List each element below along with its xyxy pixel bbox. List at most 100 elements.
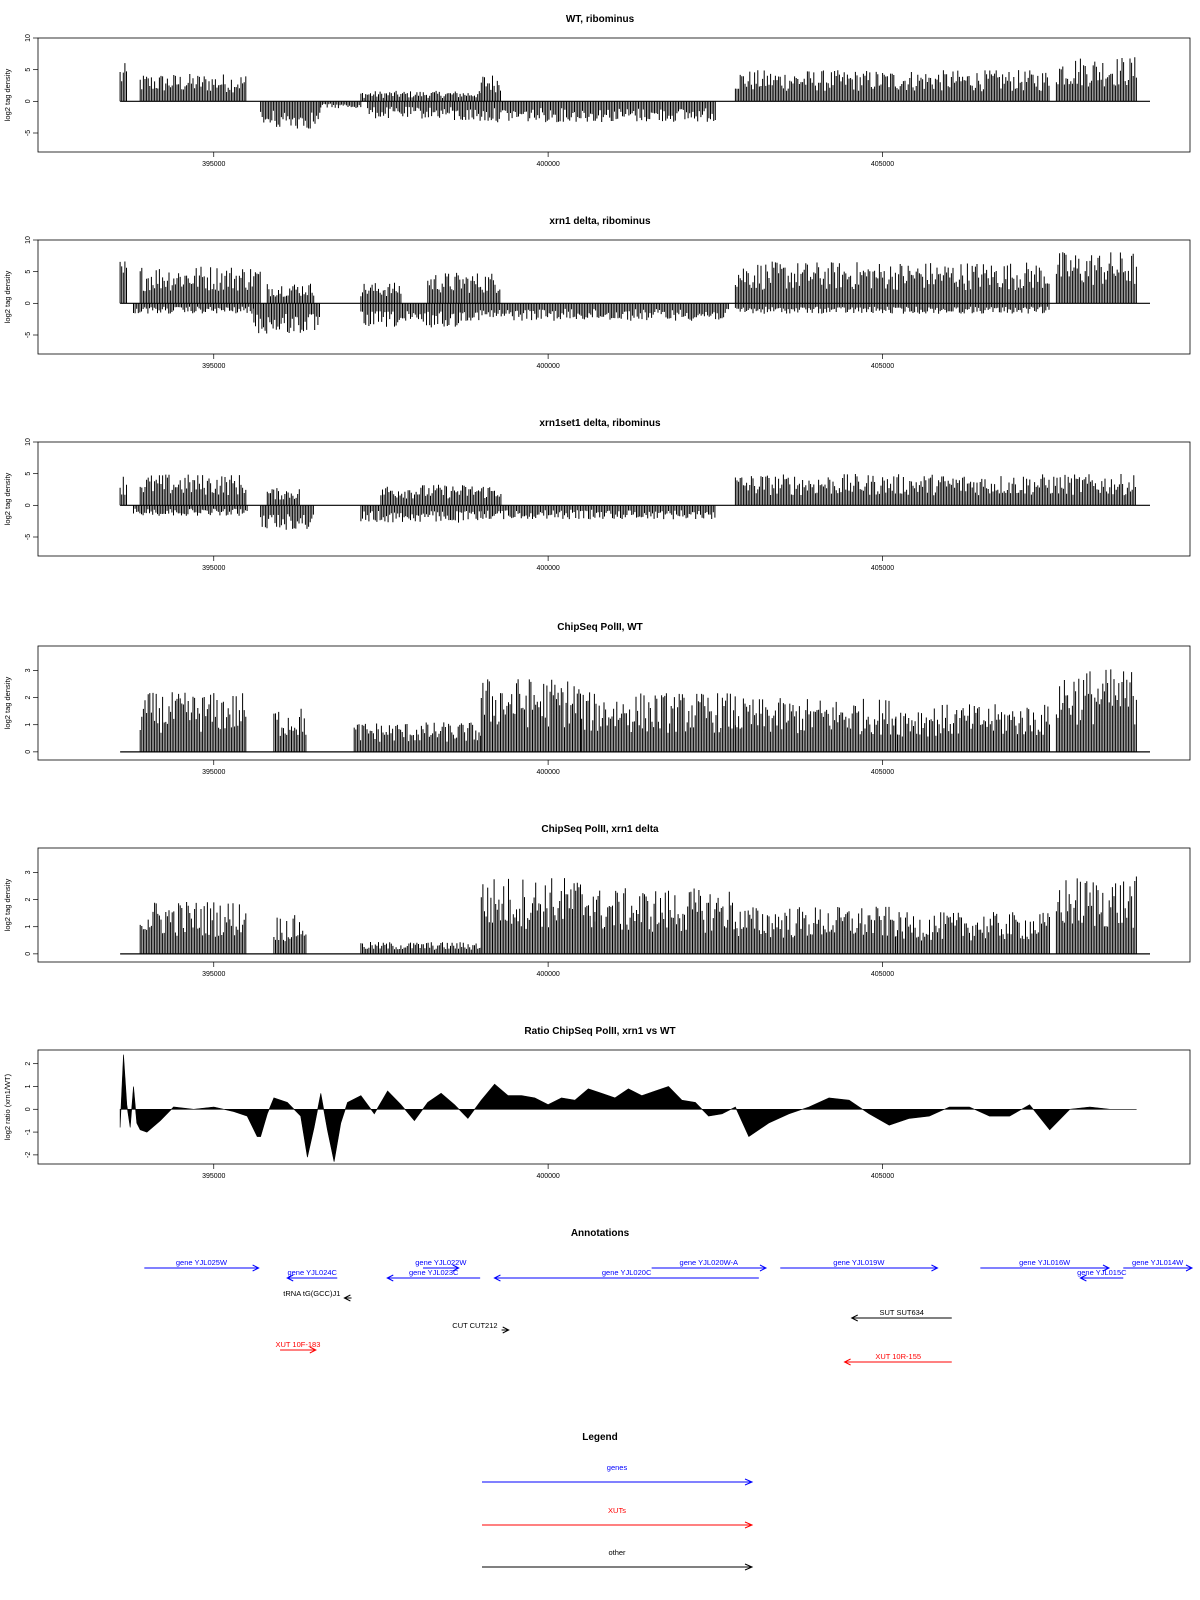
density-bars [260, 101, 321, 129]
x-tick-label: 405000 [871, 769, 894, 776]
plot-frame [37, 1049, 1191, 1165]
density-bars [139, 474, 247, 506]
series-0 [139, 876, 1137, 954]
y-tick-label: 0 [25, 952, 32, 956]
feature-arrowhead [286, 1274, 294, 1282]
plot-frame [37, 645, 1191, 761]
x-tick-label: 395000 [202, 1173, 225, 1180]
feature-arrowhead [1079, 1274, 1087, 1282]
x-tick-label: 405000 [871, 363, 894, 370]
panel-5: Ratio ChipSeq PolII, xrn1 vs WT -2 -1 0 1 2 lo… [3, 1026, 1191, 1180]
density-bars [360, 90, 482, 102]
density-bars [119, 63, 127, 102]
ratio-area [119, 1054, 1137, 1162]
legend-label: genes [607, 1463, 628, 1472]
panel-title: Ratio ChipSeq PolII, xrn1 vs WT [524, 1026, 675, 1037]
density-bars [1055, 57, 1137, 102]
legend-item-XUTs: XUTs [482, 1506, 754, 1529]
panel-title: xrn1 delta, ribominus [549, 216, 651, 227]
feature: gene YJL020W-A [651, 1258, 768, 1272]
feature: gene YJL022W [415, 1258, 467, 1272]
feature: gene YJL025W [144, 1258, 260, 1272]
feature-label: CUT CUT212 [452, 1321, 497, 1330]
y-tick-label: 3 [25, 870, 32, 874]
x-tick-label: 395000 [202, 769, 225, 776]
density-bars [360, 505, 482, 523]
legend-arrowhead [744, 1563, 754, 1571]
density-bars [119, 476, 127, 506]
density-bars [734, 906, 896, 954]
series-1 [260, 101, 716, 129]
density-bars [734, 70, 1050, 102]
y-axis-label: log2 tag density [3, 676, 12, 729]
y-tick-label: 3 [25, 668, 32, 672]
density-bars [427, 272, 501, 304]
feature-arrowhead [759, 1264, 768, 1272]
feature-label: gene YJL020C [602, 1268, 652, 1277]
y-tick-label: 10 [25, 34, 32, 42]
panel-2: xrn1set1 delta, ribominus -5 0 5 10 log2 tag … [3, 418, 1191, 572]
y-tick-label: 2 [25, 898, 32, 902]
y-tick-label: 10 [25, 438, 32, 446]
density-bars [480, 878, 596, 954]
x-tick-label: 400000 [536, 161, 559, 168]
density-bars [380, 484, 502, 506]
y-tick-label: 1 [25, 723, 32, 727]
feature-arrowhead [502, 1326, 510, 1334]
feature-label: gene YJL016W [1019, 1258, 1071, 1267]
density-bars [594, 888, 735, 954]
density-bars [360, 282, 402, 304]
feature: XUT 10F-183 [275, 1340, 320, 1354]
x-tick-label: 400000 [536, 363, 559, 370]
density-bars [360, 303, 461, 328]
panel-1: xrn1 delta, ribominus -5 0 5 10 log2 tag dens… [3, 216, 1191, 370]
feature: tRNA tG(GCC)J1 [283, 1289, 352, 1302]
x-tick-label: 400000 [536, 769, 559, 776]
y-tick-label: 2 [25, 1062, 32, 1066]
y-tick-label: -5 [25, 332, 32, 338]
feature-label: gene YJL015C [1077, 1268, 1127, 1277]
feature: gene YJL016W [980, 1258, 1111, 1272]
density-bars [360, 942, 482, 954]
x-tick-label: 400000 [536, 971, 559, 978]
plot-frame [37, 847, 1191, 963]
legend-item-other: other [482, 1548, 754, 1571]
feature-label: gene YJL025W [176, 1258, 228, 1267]
feature-label: XUT 10F-183 [275, 1340, 320, 1349]
feature-label: gene YJL023C [409, 1268, 459, 1277]
density-bars [139, 74, 247, 102]
y-axis-label: log2 tag density [3, 68, 12, 121]
feature-label: gene YJL020W-A [680, 1258, 739, 1267]
density-bars [895, 912, 1050, 954]
density-bars [480, 679, 581, 752]
x-tick-label: 400000 [536, 565, 559, 572]
panel-title: xrn1set1 delta, ribominus [539, 418, 661, 429]
feature: XUT 10R-155 [843, 1352, 952, 1366]
feature-label: SUT SUT634 [880, 1308, 924, 1317]
series-0 [119, 252, 1137, 304]
feature-label: tRNA tG(GCC)J1 [283, 1289, 340, 1298]
feature-arrowhead [1185, 1264, 1194, 1272]
y-tick-label: 0 [25, 750, 32, 754]
series-1 [133, 303, 1050, 334]
feature-label: XUT 10R-155 [875, 1352, 921, 1361]
y-tick-label: -1 [25, 1129, 32, 1135]
panel-3: ChipSeq PolII, WT 0 1 2 3 log2 tag density 395… [3, 622, 1191, 776]
y-tick-label: 1 [25, 1084, 32, 1088]
y-axis-label: log2 ratio (xrn1/WT) [3, 1073, 12, 1140]
density-bars [454, 101, 716, 123]
density-bars [734, 303, 1050, 314]
feature-arrowhead [1102, 1264, 1111, 1272]
density-bars [460, 303, 729, 321]
x-tick-label: 400000 [536, 1173, 559, 1180]
density-bars [1055, 876, 1137, 954]
density-bars [273, 915, 307, 954]
y-tick-label: 0 [25, 99, 32, 103]
panel-title: ChipSeq PolII, WT [557, 622, 643, 633]
density-bars [581, 692, 736, 752]
plot-frame [37, 37, 1191, 153]
feature: SUT SUT634 [850, 1308, 952, 1322]
density-bars [320, 101, 362, 109]
